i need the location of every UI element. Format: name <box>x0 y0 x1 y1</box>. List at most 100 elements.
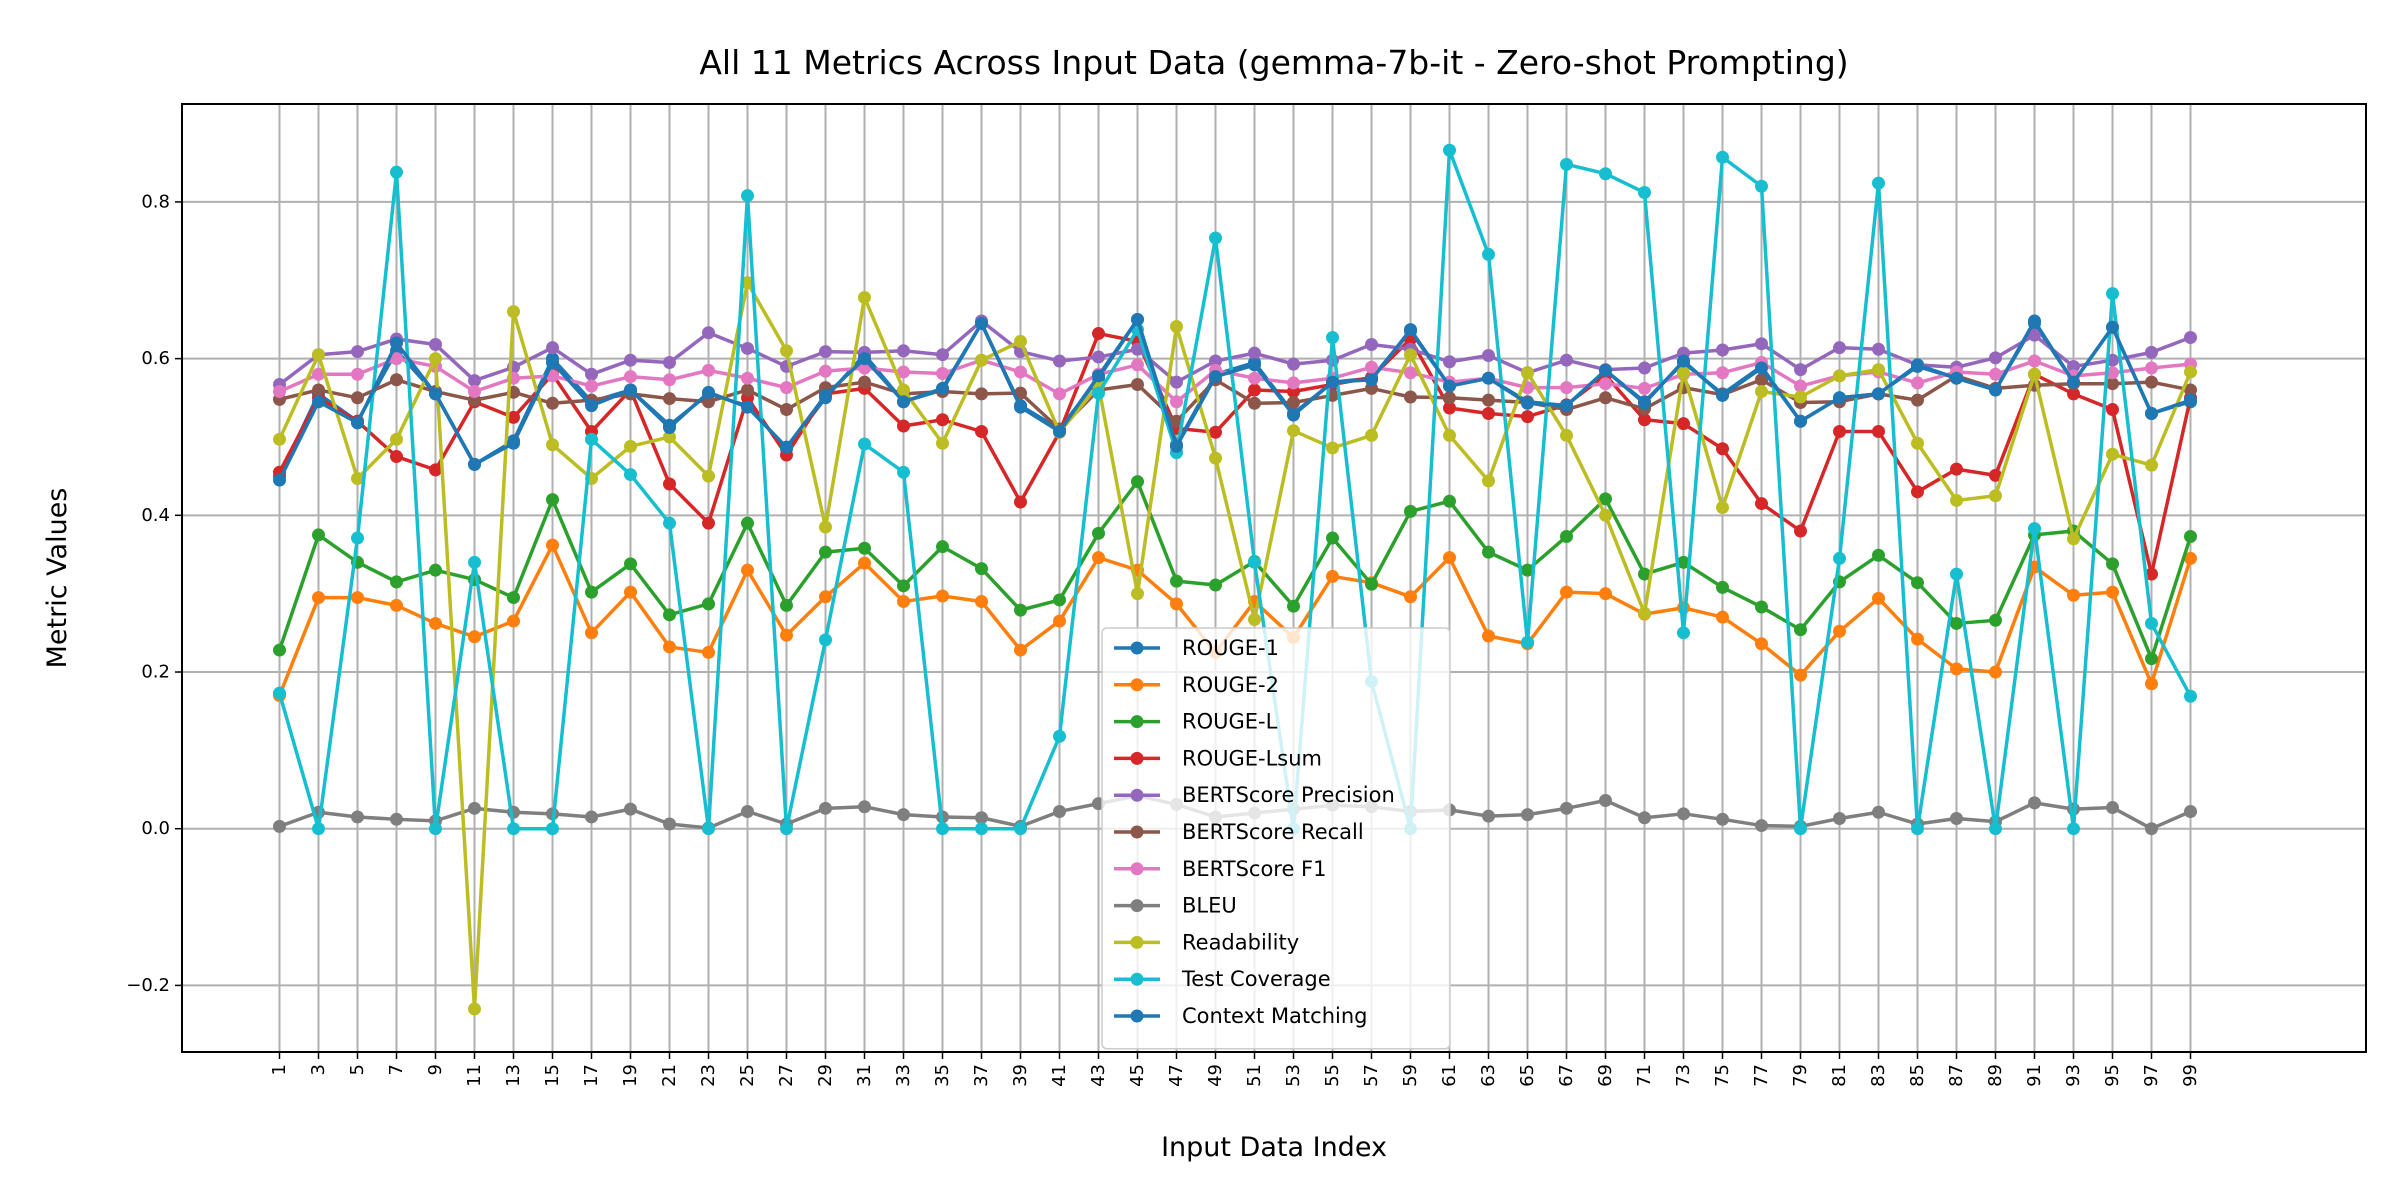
x-tick-label: 35 <box>932 1064 953 1087</box>
legend-label: BERTScore Recall <box>1182 820 1364 844</box>
data-point <box>1287 408 1300 422</box>
series-rouge-l <box>273 475 2197 666</box>
x-tick-label: 19 <box>620 1064 641 1087</box>
data-point <box>468 630 481 644</box>
data-point <box>312 367 325 381</box>
data-point <box>819 801 832 815</box>
legend-swatch-marker <box>1130 678 1144 692</box>
data-point <box>390 432 403 446</box>
x-tick-label: 5 <box>347 1064 368 1075</box>
data-point <box>1248 383 1261 397</box>
data-point <box>1755 497 1768 511</box>
data-point <box>468 555 481 569</box>
data-point <box>390 165 403 179</box>
data-point <box>624 439 637 453</box>
data-point <box>1014 400 1027 414</box>
data-point <box>1599 587 1612 601</box>
data-point <box>1872 548 1885 562</box>
x-tick-label: 29 <box>815 1064 836 1087</box>
data-point <box>1326 569 1339 583</box>
data-point <box>1755 361 1768 375</box>
data-point <box>741 276 754 290</box>
data-point <box>390 812 403 826</box>
data-point <box>663 608 676 622</box>
data-point <box>1716 500 1729 514</box>
data-point <box>1716 442 1729 456</box>
data-point <box>1209 354 1222 368</box>
data-point <box>312 395 325 409</box>
data-point <box>2106 801 2119 815</box>
x-tick-label: 67 <box>1556 1064 1577 1087</box>
data-point <box>1872 363 1885 377</box>
data-point <box>741 341 754 355</box>
data-point <box>1521 366 1534 380</box>
x-tick-label: 61 <box>1439 1064 1460 1087</box>
legend-swatch-marker <box>1130 641 1144 655</box>
data-point <box>1638 186 1651 200</box>
data-point <box>1404 348 1417 362</box>
data-point <box>1092 551 1105 565</box>
data-point <box>1677 555 1690 569</box>
data-point <box>1872 591 1885 605</box>
data-point <box>1989 822 2002 836</box>
data-point <box>1014 643 1027 657</box>
data-point <box>741 400 754 414</box>
data-point <box>1209 425 1222 439</box>
data-point <box>390 373 403 387</box>
data-point <box>1638 811 1651 825</box>
data-point <box>1950 662 1963 676</box>
data-point <box>1794 390 1807 404</box>
data-point <box>1599 794 1612 808</box>
data-point <box>975 562 988 576</box>
data-point <box>1677 626 1690 640</box>
data-point <box>1677 354 1690 368</box>
data-point <box>702 326 715 340</box>
plot-area-frame <box>181 103 2367 1053</box>
data-point <box>1755 373 1768 387</box>
data-point <box>1872 805 1885 819</box>
data-point <box>1833 391 1846 405</box>
data-point <box>429 822 442 836</box>
series-test-coverage <box>273 143 2197 836</box>
data-point <box>1092 327 1105 341</box>
data-point <box>858 437 871 451</box>
data-point <box>1521 808 1534 822</box>
data-point <box>1950 567 1963 581</box>
x-tick-label: 11 <box>464 1064 485 1087</box>
data-point <box>468 457 481 471</box>
data-point <box>1014 603 1027 617</box>
x-tick-label: 73 <box>1673 1064 1694 1087</box>
data-point <box>1716 366 1729 380</box>
data-point <box>1755 179 1768 193</box>
y-tick-label: −0.2 <box>126 975 170 996</box>
x-tick-label: 21 <box>659 1064 680 1087</box>
data-point <box>1482 406 1495 420</box>
legend-swatch-marker <box>1130 899 1144 913</box>
data-point <box>741 804 754 818</box>
x-tick-label: 17 <box>581 1064 602 1087</box>
y-tick-label: 0.2 <box>141 662 170 683</box>
data-point <box>1638 361 1651 375</box>
x-tick-label: 45 <box>1127 1064 1148 1087</box>
legend-swatch-marker <box>1130 715 1144 729</box>
data-point <box>2184 393 2197 407</box>
data-point <box>1794 379 1807 393</box>
legend-item: ROUGE-2 <box>1114 673 1279 697</box>
data-point <box>1755 819 1768 833</box>
data-point <box>663 430 676 444</box>
data-point <box>1170 574 1183 588</box>
series-rouge-2 <box>273 538 2197 703</box>
data-point <box>1911 822 1924 836</box>
data-point <box>2028 328 2041 342</box>
data-point <box>1950 616 1963 630</box>
data-point <box>1833 369 1846 383</box>
data-point <box>1950 462 1963 476</box>
data-point <box>2106 403 2119 417</box>
data-point <box>585 399 598 413</box>
x-tick-label: 65 <box>1517 1064 1538 1087</box>
data-point <box>624 557 637 571</box>
data-point <box>819 633 832 647</box>
data-point <box>819 364 832 378</box>
x-tick-label: 89 <box>1985 1064 2006 1087</box>
